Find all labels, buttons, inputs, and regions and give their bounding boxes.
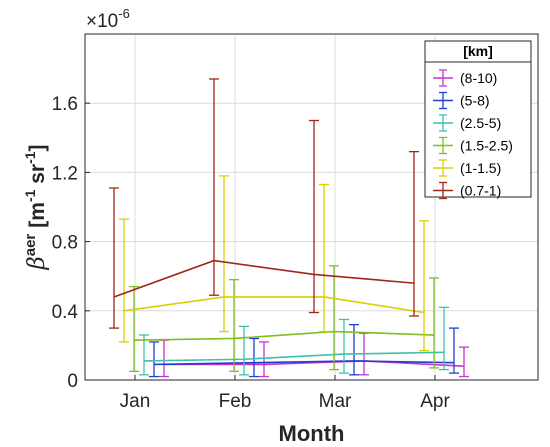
legend-label: (5-8) bbox=[460, 93, 490, 109]
y-axis-units-exp-1: -1 bbox=[22, 189, 38, 202]
series bbox=[109, 78, 469, 378]
error-bar bbox=[129, 285, 139, 373]
legend-item: (1.5-2.5) bbox=[433, 136, 513, 155]
series-line bbox=[164, 360, 465, 367]
y-axis-units-mid: sr bbox=[26, 164, 49, 190]
error-bar bbox=[149, 341, 159, 378]
error-bar bbox=[219, 175, 229, 333]
y-multiplier-exponent: -6 bbox=[118, 6, 130, 21]
y-axis-units-exp-2: -1 bbox=[22, 151, 38, 164]
y-multiplier-base: ×10 bbox=[86, 11, 118, 32]
error-bar bbox=[429, 277, 439, 369]
legend-item: (2.5-5) bbox=[433, 114, 501, 132]
x-tick-label: Jan bbox=[120, 391, 151, 412]
legend-item: (5-8) bbox=[433, 91, 490, 110]
legend: [km] (8-10)(5-8)(2.5-5)(1.5-2.5)(1-1.5)(… bbox=[424, 40, 532, 200]
legend-label: (1-1.5) bbox=[460, 160, 501, 176]
plot-frame bbox=[84, 33, 539, 381]
series-line bbox=[133, 330, 435, 342]
y-axis-units-open: [m bbox=[26, 202, 49, 228]
y-tick-label: 0 bbox=[67, 371, 78, 392]
y-axis-symbol-sup: aer bbox=[22, 234, 39, 257]
error-bar bbox=[229, 279, 239, 373]
error-bar bbox=[339, 318, 349, 374]
error-bar bbox=[459, 346, 469, 378]
y-axis-ticks: 0 0.4 0.8 1.2 1.6 bbox=[52, 94, 90, 392]
y-axis-title: βaer[m-1 sr-1] bbox=[22, 144, 50, 270]
error-bar bbox=[449, 327, 459, 374]
legend-item: (8-10) bbox=[433, 69, 497, 87]
legend-item: (1-1.5) bbox=[433, 159, 501, 177]
legend-item: (0.7-1) bbox=[433, 181, 501, 200]
legend-title: [km] bbox=[463, 43, 493, 59]
series-line bbox=[113, 259, 415, 298]
series-2 bbox=[149, 323, 459, 378]
y-tick-label: 1.2 bbox=[52, 163, 78, 184]
y-axis-units-close: ] bbox=[26, 144, 49, 151]
y-tick-label: 0.4 bbox=[52, 302, 79, 323]
error-bar bbox=[249, 337, 259, 378]
error-bar bbox=[109, 187, 119, 329]
error-bar bbox=[419, 220, 429, 352]
x-tick-label: Feb bbox=[219, 391, 252, 412]
x-tick-label: Apr bbox=[420, 391, 450, 412]
legend-label: (2.5-5) bbox=[460, 115, 501, 131]
error-bar bbox=[439, 306, 449, 371]
x-axis-title: Month bbox=[279, 421, 345, 446]
x-tick-label: Mar bbox=[319, 391, 352, 412]
error-bar bbox=[119, 218, 129, 343]
error-bar bbox=[239, 325, 249, 376]
y-tick-label: 0.8 bbox=[52, 233, 78, 254]
y-axis-symbol: β bbox=[24, 256, 50, 270]
x-axis-ticks: Jan Feb Mar Apr bbox=[120, 375, 450, 412]
y-multiplier: ×10-6 bbox=[86, 6, 130, 32]
error-bar bbox=[259, 341, 269, 378]
legend-items: (8-10) (5-8) (2.5-5) (1.5-2.5) (1-1.5) (0.7-1… bbox=[433, 69, 513, 200]
legend-label: (0.7-1) bbox=[460, 183, 501, 199]
legend-label: (8-10) bbox=[460, 70, 497, 86]
y-tick-label: 1.6 bbox=[52, 94, 78, 115]
series-6 bbox=[109, 78, 419, 329]
error-bar bbox=[319, 183, 329, 333]
series-3 bbox=[139, 306, 449, 376]
series-5 bbox=[119, 175, 429, 352]
legend-label: (1.5-2.5) bbox=[460, 138, 513, 154]
error-bar bbox=[139, 334, 149, 376]
series-line bbox=[153, 360, 455, 366]
series-4 bbox=[129, 265, 439, 373]
error-bar bbox=[309, 119, 319, 314]
error-bar bbox=[409, 150, 419, 317]
series-line bbox=[143, 351, 445, 362]
series-line bbox=[123, 296, 425, 314]
error-bar bbox=[209, 78, 219, 296]
error-bar bbox=[329, 265, 339, 371]
